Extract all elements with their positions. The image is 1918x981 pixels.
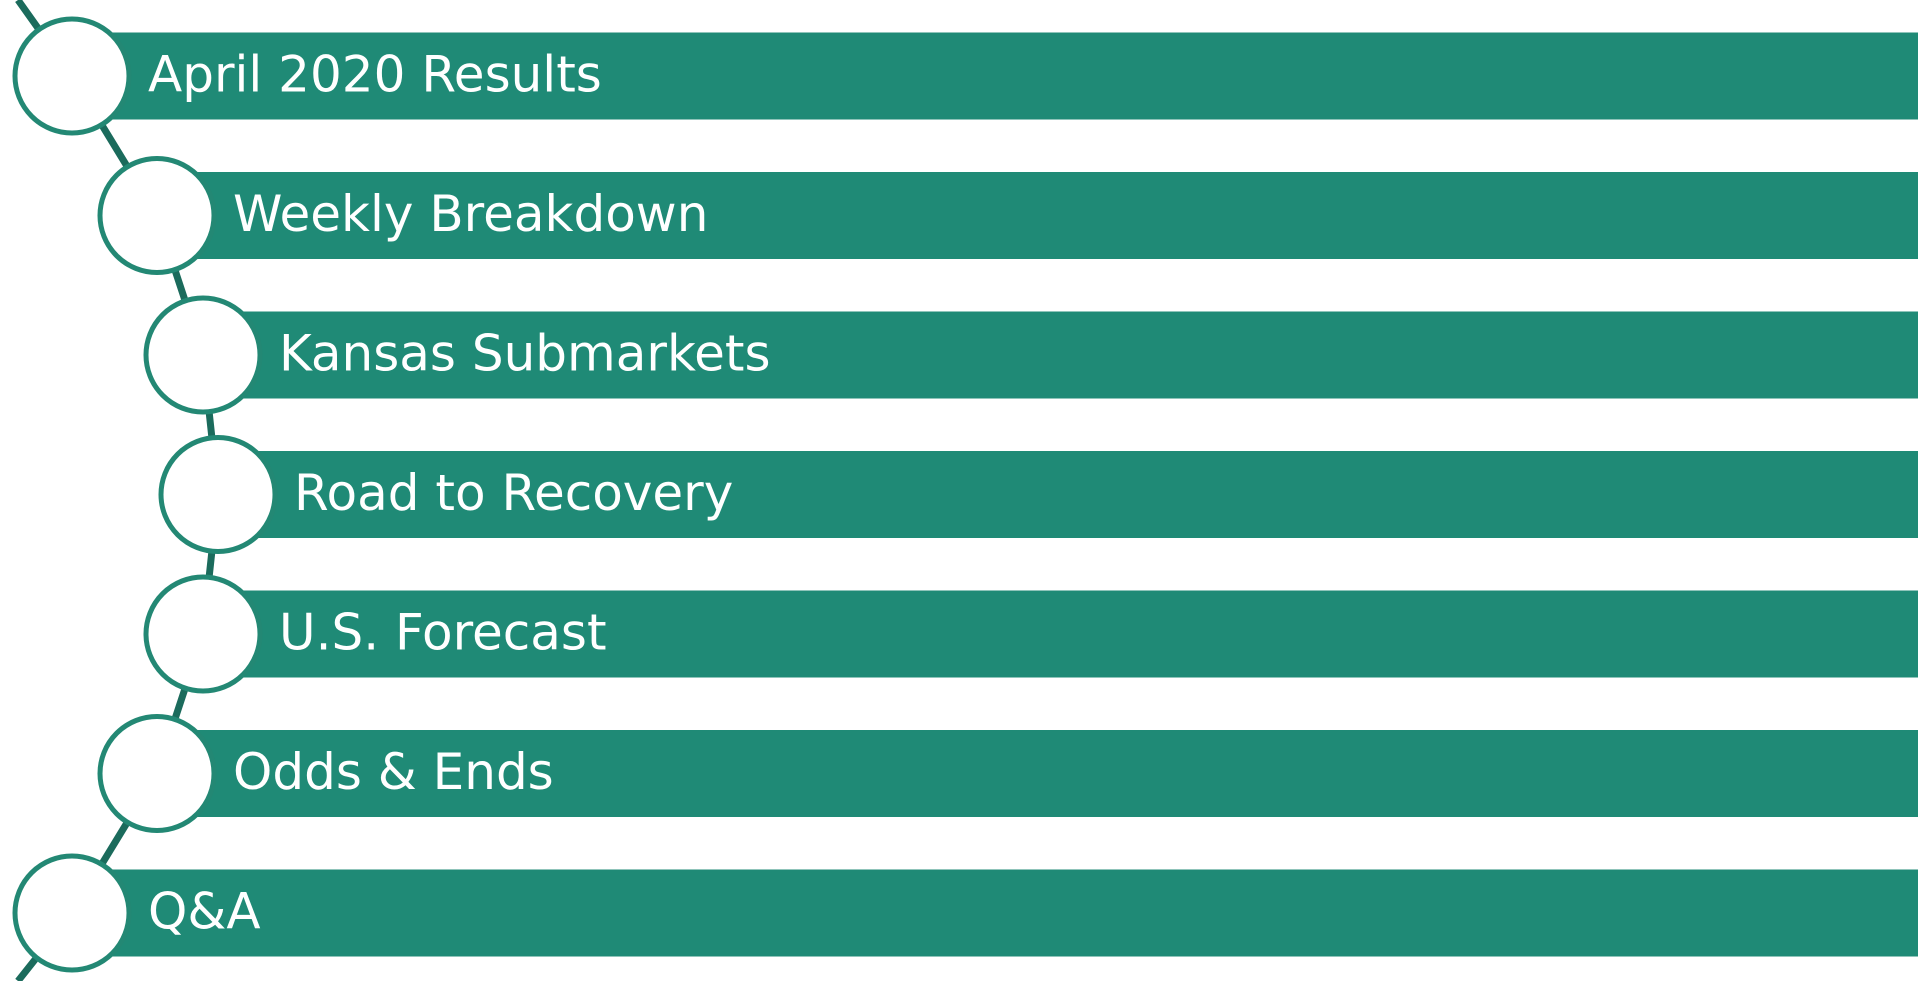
rows-layer: April 2020 Results Weekly Breakdown Kansas… [12,16,1918,973]
agenda-bullet [12,16,132,136]
agenda-item-label: Weekly Breakdown [233,185,708,243]
agenda-item-label: Q&A [148,883,261,941]
agenda-item-label: Odds & Ends [233,743,554,801]
agenda-bar [157,172,1918,259]
agenda-bar [72,32,1918,120]
agenda-item-label: Road to Recovery [294,464,733,522]
agenda-bar [157,730,1918,817]
agenda-bar [203,311,1918,399]
agenda-bullet [12,853,132,973]
agenda-item-label: April 2020 Results [148,46,602,104]
agenda-bullet [143,574,263,694]
agenda-item-label: U.S. Forecast [279,604,607,662]
agenda-bullet [143,295,263,415]
agenda-bar [203,590,1918,678]
agenda-bar [72,869,1918,957]
agenda-bullet [97,714,217,833]
agenda-item-label: Kansas Submarkets [279,325,771,383]
agenda-bullet [97,156,217,275]
agenda-bullet [158,435,278,554]
agenda-bar [218,451,1918,538]
